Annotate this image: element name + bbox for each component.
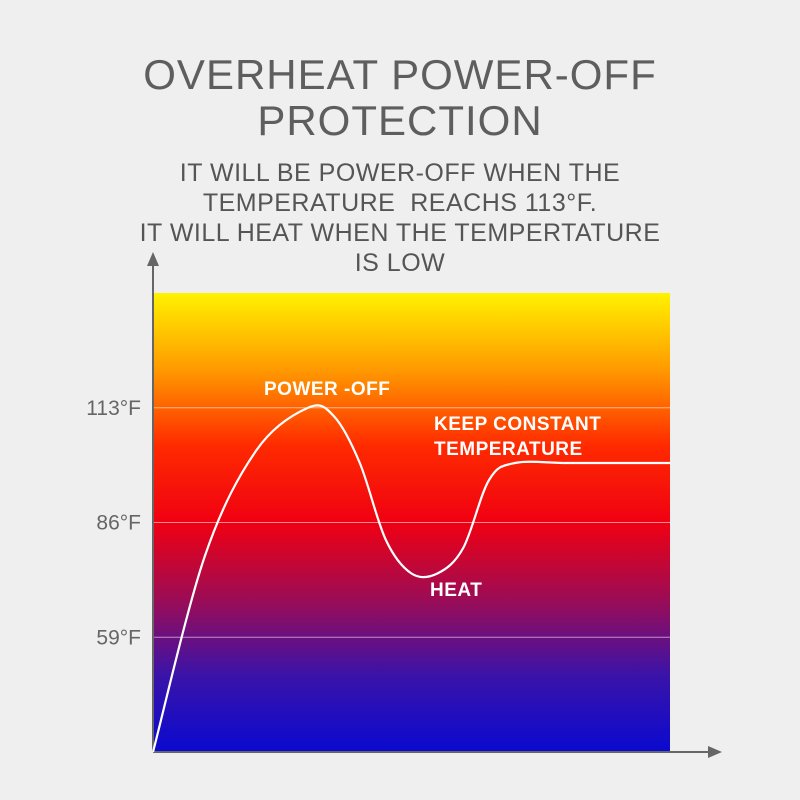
axes [147, 252, 722, 758]
power-off-label: POWER -OFF [264, 379, 390, 400]
subtitle-line-2: TEMPERATURE REACHS 113°F. [202, 189, 598, 217]
y-tick-label: 86°F [96, 512, 141, 535]
heat-label: HEAT [430, 580, 482, 601]
grid-lines [153, 407, 670, 638]
y-axis-arrow [147, 252, 159, 266]
title-line-2: PROTECTION [257, 97, 543, 144]
title-line-1: OVERHEAT POWER-OFF [143, 51, 657, 98]
y-tick-labels: 113°F 86°F 59°F [86, 397, 141, 650]
chart-subtitle: IT WILL BE POWER-OFF WHEN THE TEMPERATUR… [0, 158, 800, 278]
y-tick-label: 59°F [96, 626, 141, 649]
curve-annotations: POWER -OFF KEEP CONSTANT TEMPERATURE HEA… [264, 379, 601, 601]
subtitle-line-4: IS LOW [354, 249, 446, 277]
y-tick-label: 113°F [86, 397, 141, 420]
keep-constant-label-line-1: KEEP CONSTANT [434, 414, 601, 435]
subtitle-line-3: IT WILL HEAT WHEN THE TEMPERTATURE [139, 219, 661, 247]
temperature-curve [151, 404, 670, 753]
chart-title: OVERHEAT POWER-OFF PROTECTION [0, 52, 800, 144]
subtitle-line-1: IT WILL BE POWER-OFF WHEN THE [179, 159, 621, 187]
keep-constant-label-line-2: TEMPERATURE [434, 439, 583, 460]
x-axis-arrow [708, 746, 722, 758]
